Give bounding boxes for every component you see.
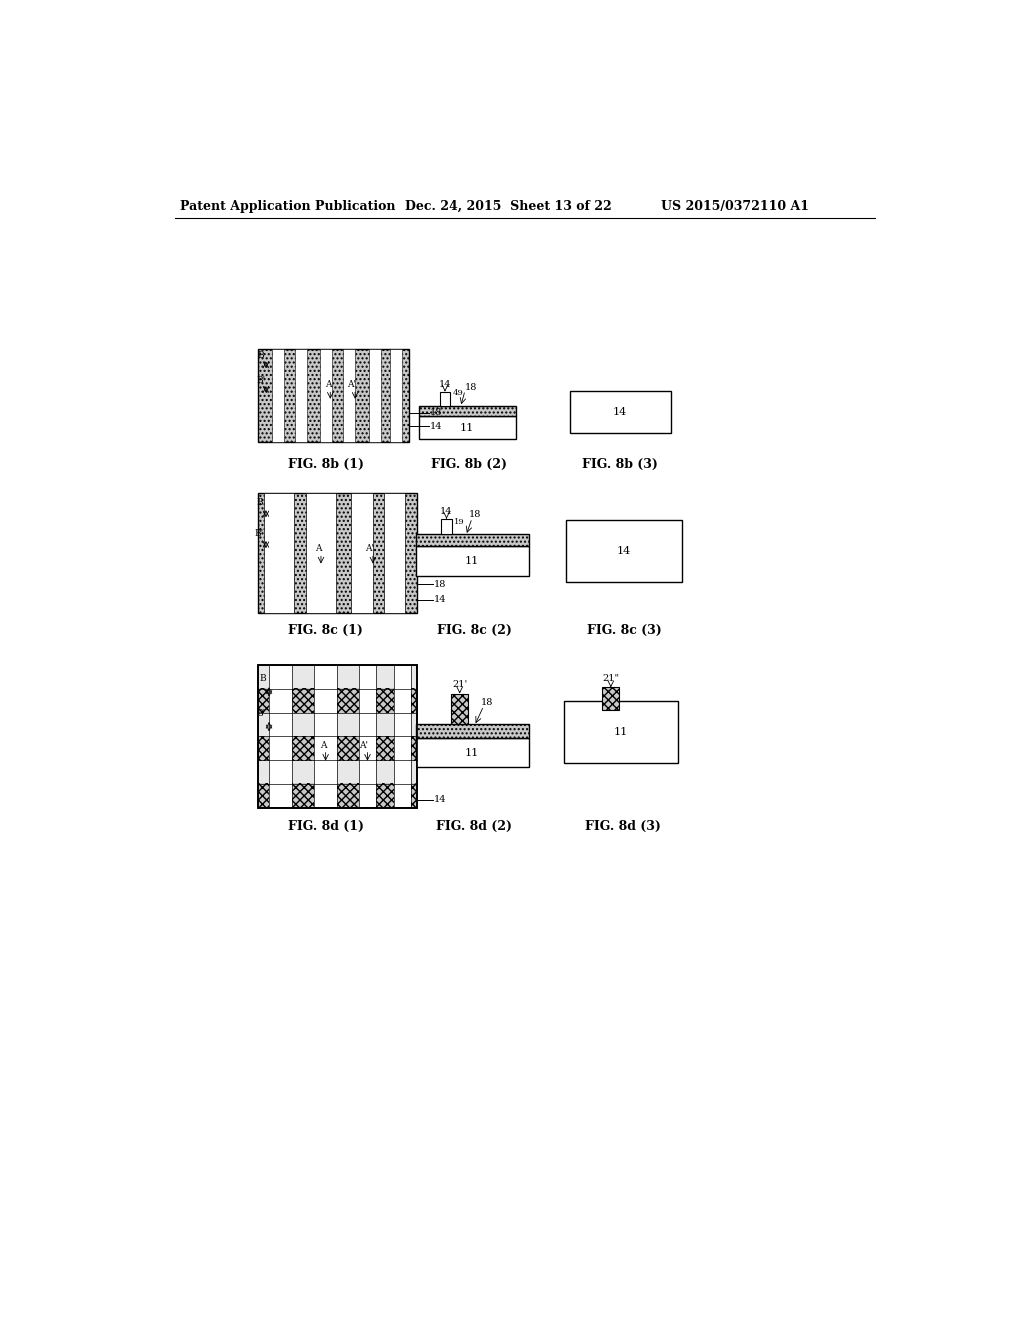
- Bar: [417, 738, 528, 767]
- Bar: [394, 665, 411, 807]
- Text: 18: 18: [465, 383, 477, 392]
- Text: 14: 14: [434, 796, 446, 804]
- Text: 18: 18: [434, 579, 446, 589]
- Bar: [269, 665, 292, 807]
- Text: 14: 14: [616, 546, 631, 556]
- Text: B': B': [254, 529, 263, 537]
- Text: A': A': [366, 544, 375, 553]
- Text: A': A': [359, 741, 368, 750]
- Text: 18: 18: [429, 408, 441, 417]
- Bar: [419, 416, 515, 440]
- Bar: [563, 701, 678, 763]
- Bar: [441, 519, 452, 535]
- Text: A: A: [321, 741, 327, 750]
- Text: Patent Application Publication: Patent Application Publication: [180, 199, 395, 213]
- Bar: [272, 350, 284, 442]
- Text: 11: 11: [613, 727, 628, 737]
- Text: 18: 18: [480, 698, 493, 708]
- Text: 11: 11: [460, 422, 474, 433]
- Bar: [259, 760, 417, 783]
- Bar: [343, 350, 355, 442]
- Bar: [351, 494, 373, 612]
- Bar: [417, 546, 528, 576]
- Text: B: B: [259, 675, 266, 684]
- Bar: [417, 535, 528, 546]
- Text: 11: 11: [465, 556, 479, 566]
- Bar: [264, 494, 294, 612]
- Bar: [602, 688, 620, 710]
- Text: FIG. 8d (1): FIG. 8d (1): [288, 820, 364, 833]
- Text: 18: 18: [469, 510, 481, 519]
- Text: FIG. 8c (2): FIG. 8c (2): [437, 624, 512, 638]
- Bar: [569, 391, 671, 433]
- Text: 14: 14: [613, 407, 628, 417]
- Bar: [258, 494, 417, 612]
- Bar: [566, 520, 682, 582]
- Bar: [359, 665, 376, 807]
- Text: FIG. 8c (3): FIG. 8c (3): [587, 624, 662, 638]
- Text: B': B': [256, 376, 265, 384]
- Text: 19: 19: [455, 517, 465, 525]
- Bar: [369, 350, 381, 442]
- Text: 14: 14: [434, 595, 446, 605]
- Bar: [258, 665, 417, 808]
- Bar: [295, 350, 307, 442]
- Text: FIG. 8d (3): FIG. 8d (3): [585, 820, 660, 833]
- Text: 21': 21': [452, 680, 467, 689]
- Text: 14: 14: [440, 507, 453, 516]
- Text: 11: 11: [465, 748, 479, 758]
- Text: FIG. 8b (2): FIG. 8b (2): [431, 458, 507, 471]
- Bar: [306, 494, 336, 612]
- Text: A: A: [326, 380, 332, 389]
- Text: 14: 14: [438, 380, 452, 388]
- Bar: [390, 350, 401, 442]
- Text: FIG. 8b (3): FIG. 8b (3): [583, 458, 658, 471]
- Text: US 2015/0372110 A1: US 2015/0372110 A1: [662, 199, 809, 213]
- Text: B: B: [257, 351, 264, 360]
- Bar: [417, 725, 528, 738]
- Bar: [452, 693, 468, 725]
- Text: B': B': [257, 709, 266, 718]
- Text: 14: 14: [429, 422, 442, 430]
- Bar: [314, 665, 337, 807]
- Text: FIG. 8c (1): FIG. 8c (1): [288, 624, 364, 638]
- Text: A: A: [315, 544, 322, 553]
- Bar: [259, 713, 417, 735]
- Text: A': A': [347, 380, 356, 389]
- Bar: [259, 665, 417, 688]
- Text: Dec. 24, 2015  Sheet 13 of 22: Dec. 24, 2015 Sheet 13 of 22: [406, 199, 612, 213]
- Bar: [258, 350, 410, 442]
- Bar: [440, 392, 450, 405]
- Text: FIG. 8b (1): FIG. 8b (1): [288, 458, 364, 471]
- Text: 49: 49: [453, 389, 464, 397]
- Text: B: B: [256, 498, 263, 507]
- Text: FIG. 8d (2): FIG. 8d (2): [436, 820, 512, 833]
- Bar: [258, 665, 417, 808]
- Bar: [321, 350, 332, 442]
- Bar: [384, 494, 406, 612]
- Bar: [419, 405, 515, 416]
- Text: 21": 21": [602, 673, 620, 682]
